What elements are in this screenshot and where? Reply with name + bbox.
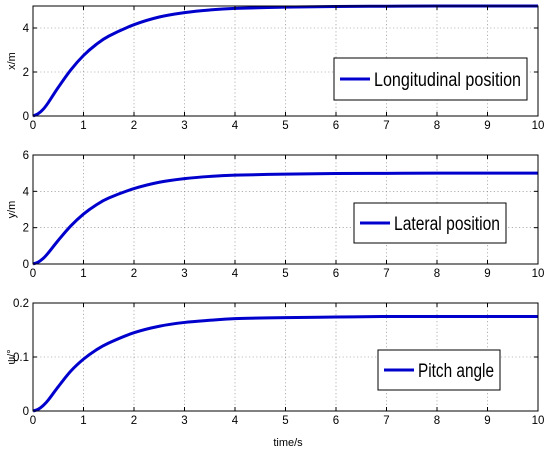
x-tick-label: 10 — [532, 120, 545, 132]
x-tick-label: 0 — [30, 415, 36, 427]
y-tick-label: 2 — [23, 67, 29, 79]
legend: Pitch angle — [377, 349, 501, 391]
y-tick-label: 4 — [23, 23, 30, 35]
legend: Longitudinal position — [333, 57, 528, 101]
x-tick-label: 2 — [131, 415, 137, 427]
x-tick-label: 9 — [484, 415, 490, 427]
y-tick-label: 0 — [23, 259, 29, 271]
x-tick-label: 4 — [232, 268, 239, 280]
x-tick-label: 8 — [434, 120, 440, 132]
legend: Lateral position — [353, 202, 507, 244]
x-tick-label: 1 — [80, 268, 86, 280]
y-axis-label: ψ/° — [6, 349, 18, 364]
chart-panel-3: 0 1 2 3 4 5 6 7 8 9 10 0 0.1 0.2 ψ/° Pitch angle — [6, 298, 544, 427]
x-tick-label: 1 — [80, 415, 86, 427]
y-tick-label: 0 — [23, 406, 29, 418]
x-tick-label: 3 — [181, 268, 187, 280]
x-tick-label: 7 — [383, 415, 389, 427]
chart-panel-1: 0 1 2 3 4 5 6 7 8 9 10 0 2 4 x/m Longitudinal position — [6, 4, 545, 132]
chart-panel-2: 0 1 2 3 4 5 6 7 8 9 10 0 2 4 6 y/m Lateral position — [6, 150, 544, 280]
y-tick-label: 4 — [23, 186, 30, 198]
x-tick-label: 5 — [282, 120, 288, 132]
x-tick-label: 5 — [282, 415, 288, 427]
x-tick-label: 8 — [434, 268, 440, 280]
y-tick-label: 0.1 — [13, 352, 29, 364]
x-tick-label: 6 — [333, 120, 339, 132]
x-tick-label: 8 — [434, 415, 440, 427]
y-tick-label: 2 — [23, 223, 29, 235]
x-tick-label: 3 — [181, 415, 187, 427]
y-tick-label: 0 — [23, 111, 29, 123]
x-tick-label: 2 — [131, 120, 137, 132]
y-tick-label: 6 — [23, 150, 29, 162]
x-tick-label: 2 — [131, 268, 137, 280]
x-axis-label: time/s — [273, 437, 303, 449]
y-tick-label: 0.2 — [13, 298, 29, 310]
x-tick-label: 1 — [80, 120, 86, 132]
legend-label: Pitch angle — [418, 361, 494, 382]
series-line — [32, 314, 538, 413]
x-tick-label: 0 — [30, 120, 36, 132]
legend-label: Longitudinal position — [374, 70, 521, 91]
x-tick-label: 0 — [30, 268, 36, 280]
series-line — [32, 171, 538, 266]
x-tick-label: 4 — [232, 415, 239, 427]
x-tick-label: 4 — [232, 120, 239, 132]
y-axis-label: x/m — [6, 52, 18, 70]
x-tick-label: 10 — [532, 268, 545, 280]
x-tick-label: 3 — [181, 120, 187, 132]
x-tick-label: 9 — [484, 268, 490, 280]
x-tick-label: 10 — [532, 415, 545, 427]
x-tick-label: 9 — [484, 120, 490, 132]
x-tick-label: 7 — [383, 120, 389, 132]
y-axis-label: y/m — [6, 201, 18, 219]
x-tick-label: 6 — [333, 268, 339, 280]
x-tick-label: 6 — [333, 415, 339, 427]
x-tick-label: 5 — [282, 268, 288, 280]
x-tick-label: 7 — [383, 268, 389, 280]
legend-label: Lateral position — [394, 214, 500, 235]
